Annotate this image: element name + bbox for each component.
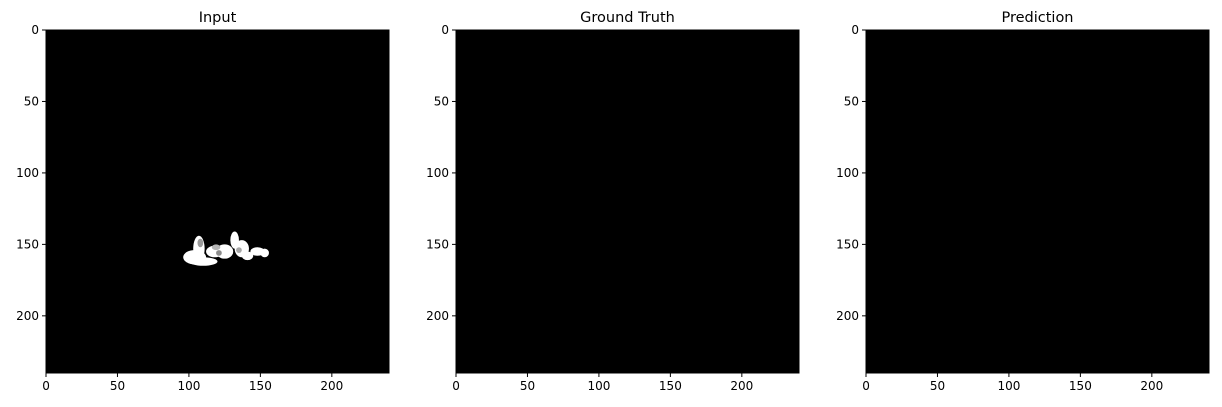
bright-region-9 <box>260 248 269 258</box>
y-tick-label: 50 <box>844 94 859 108</box>
axis-ticks: 0 50 100 150 200 0 50 100 150 200 <box>16 23 343 393</box>
y-tick-label: 50 <box>434 94 449 108</box>
image-area <box>866 30 1209 373</box>
y-tick-label: 100 <box>836 166 859 180</box>
y-tick-label: 200 <box>426 309 449 323</box>
x-tick-label: 100 <box>587 379 610 393</box>
x-tick-label: 150 <box>249 379 272 393</box>
y-tick-label: 0 <box>441 23 449 37</box>
y-tick-label: 200 <box>836 309 859 323</box>
panel-title: Prediction <box>1001 10 1073 26</box>
y-tick-label: 0 <box>31 23 39 37</box>
x-tick-label: 150 <box>1069 379 1092 393</box>
y-tick-label: 150 <box>836 237 859 251</box>
x-tick-label: 200 <box>730 379 753 393</box>
gray-region-1 <box>211 244 221 251</box>
image-content <box>183 231 269 266</box>
panel-input: 0 50 100 150 200 0 50 100 150 200 Input <box>16 10 390 393</box>
gray-region-2 <box>216 250 222 256</box>
x-tick-label: 0 <box>452 379 460 393</box>
axes-frame <box>45 29 390 374</box>
gray-region-0 <box>197 238 204 248</box>
bright-region-7 <box>241 251 254 261</box>
y-tick-label: 0 <box>851 23 859 37</box>
x-tick-label: 0 <box>42 379 50 393</box>
y-tick-label: 200 <box>16 309 39 323</box>
y-tick-label: 100 <box>426 166 449 180</box>
panel-ground-truth: 0 50 100 150 200 0 50 100 150 200 Ground Truth <box>426 10 800 393</box>
x-tick-label: 150 <box>659 379 682 393</box>
y-tick-label: 50 <box>24 94 39 108</box>
bright-region-2 <box>188 257 218 266</box>
gray-region-3 <box>236 247 242 253</box>
image-area <box>46 30 389 373</box>
y-tick-label: 100 <box>16 166 39 180</box>
x-tick-label: 0 <box>862 379 870 393</box>
y-tick-label: 150 <box>16 237 39 251</box>
x-tick-label: 50 <box>930 379 945 393</box>
axis-ticks: 0 50 100 150 200 0 50 100 150 200 <box>426 23 753 393</box>
panel-title: Ground Truth <box>580 10 675 26</box>
x-tick-label: 50 <box>520 379 535 393</box>
x-tick-label: 50 <box>110 379 125 393</box>
axes-frame <box>455 29 800 374</box>
x-tick-label: 200 <box>320 379 343 393</box>
x-tick-label: 100 <box>997 379 1020 393</box>
image-area <box>456 30 799 373</box>
panel-prediction: 0 50 100 150 200 0 50 100 150 200 Prediction <box>836 10 1210 393</box>
x-tick-label: 200 <box>1140 379 1163 393</box>
axis-ticks: 0 50 100 150 200 0 50 100 150 200 <box>836 23 1163 393</box>
axes-frame <box>865 29 1210 374</box>
x-tick-label: 100 <box>177 379 200 393</box>
y-tick-label: 150 <box>426 237 449 251</box>
panel-title: Input <box>199 10 237 26</box>
